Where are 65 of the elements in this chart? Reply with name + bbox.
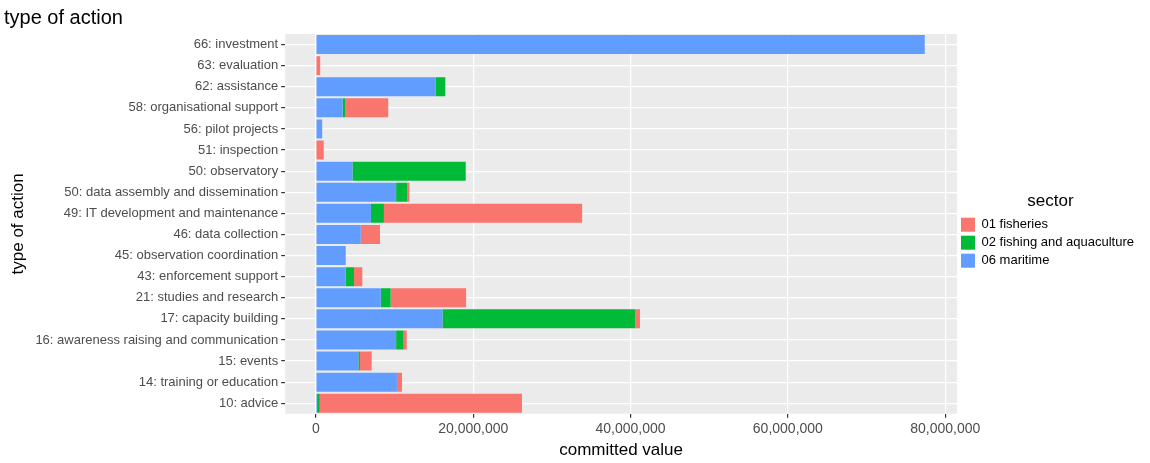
y-tick-label: 45: observation coordination	[114, 247, 279, 263]
bar	[316, 330, 397, 350]
bar	[316, 246, 346, 266]
bar	[390, 288, 467, 308]
bar	[360, 224, 380, 244]
y-tick-label: 50: data assembly and dissemination	[64, 183, 279, 199]
bar	[359, 351, 372, 371]
bar	[352, 161, 466, 181]
bar	[316, 35, 925, 55]
y-tick-label: 56: pilot projects	[183, 120, 279, 136]
y-tick-label: 58: organisational support	[128, 99, 279, 115]
bar	[344, 98, 389, 118]
bar	[635, 309, 640, 329]
bar	[316, 140, 324, 160]
legend-title: sector	[1027, 191, 1074, 211]
x-axis-title: committed value	[559, 440, 683, 460]
y-tick-label: 66: investment	[193, 36, 279, 52]
bar	[442, 309, 636, 329]
y-tick-label: 50: observatory	[188, 162, 279, 178]
bar	[345, 267, 355, 287]
bar	[319, 393, 522, 413]
bar	[396, 182, 408, 202]
y-tick-label: 49: IT development and maintenance	[63, 204, 279, 220]
x-tick-label: 20,000,000	[438, 420, 509, 437]
y-tick-label: 17: capacity building	[160, 310, 279, 326]
y-tick-label: 51: inspection	[197, 141, 279, 157]
y-tick-label: 62: assistance	[195, 78, 279, 94]
y-tick-label: 15: events	[218, 352, 279, 368]
bar	[316, 98, 343, 118]
bar	[316, 56, 321, 76]
bar	[316, 288, 381, 308]
legend-label: 06 maritime	[981, 252, 1050, 268]
y-tick-label: 46: data collection	[173, 226, 279, 242]
x-tick-label: 0	[311, 420, 320, 437]
bar	[316, 267, 346, 287]
y-tick-label: 14: training or education	[138, 373, 279, 389]
bar	[316, 372, 397, 392]
bar	[316, 161, 353, 181]
bar	[316, 309, 443, 329]
y-tick-label: 21: studies and research	[135, 289, 279, 305]
y-tick-label: 10: advice	[218, 394, 279, 410]
bar	[316, 224, 361, 244]
bar	[403, 330, 407, 350]
legend-label: 02 fishing and aquaculture	[981, 234, 1135, 250]
y-tick-label: 43: enforcement support	[137, 268, 279, 284]
bar	[316, 351, 359, 371]
bar	[396, 330, 404, 350]
text: type of action	[4, 5, 123, 28]
bar	[354, 267, 363, 287]
bar	[316, 182, 397, 202]
bar	[383, 203, 583, 223]
bar	[370, 203, 384, 223]
bar	[316, 119, 323, 139]
x-tick-label: 80,000,000	[910, 420, 981, 437]
y-tick-label: 16: awareness raising and communication	[35, 331, 279, 347]
bar	[316, 203, 371, 223]
x-tick-label: 40,000,000	[595, 420, 666, 437]
x-tick-label: 60,000,000	[752, 420, 824, 437]
y-axis-title: type of action	[7, 173, 27, 275]
legend-label: 01 fisheries	[981, 216, 1049, 232]
bar	[435, 77, 446, 97]
bar	[396, 372, 403, 392]
y-tick-label: 63: evaluation	[197, 57, 279, 73]
bar	[316, 77, 436, 97]
bar	[380, 288, 391, 308]
